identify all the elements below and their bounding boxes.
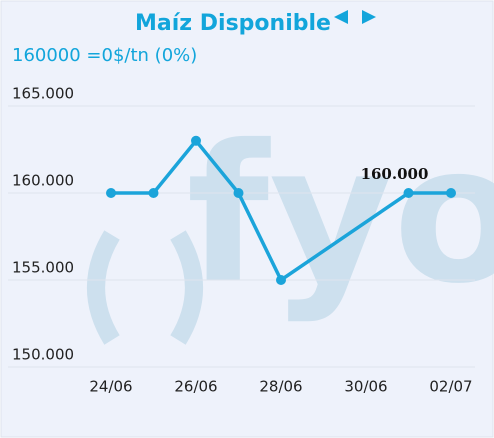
watermark: fyo [186,104,494,325]
point [276,275,286,285]
point [106,188,116,198]
x-tick-label: 28/06 [259,378,302,396]
point [148,188,159,198]
x-tick-label: 26/06 [174,378,217,396]
next-arrow[interactable] [362,10,376,24]
watermark-paren [170,230,203,345]
chart-subtitle: 160000 =0$/tn (0%) [12,45,197,66]
point [191,135,201,146]
point [233,188,244,198]
y-tick-label: 160.000 [12,172,74,190]
prev-arrow[interactable] [334,10,348,24]
watermark-paren [87,230,120,345]
chart-title: Maíz Disponible [135,11,331,36]
y-tick-label: 155.000 [12,259,74,277]
x-tick-label: 30/06 [344,378,387,396]
point [446,188,456,198]
y-tick-label: 165.000 [12,85,74,103]
x-tick-label: 02/07 [429,378,472,396]
y-tick-label: 150.000 [12,346,74,364]
x-tick-label: 24/06 [89,378,132,396]
data-label: 160.000 [361,165,429,183]
point [403,188,414,198]
